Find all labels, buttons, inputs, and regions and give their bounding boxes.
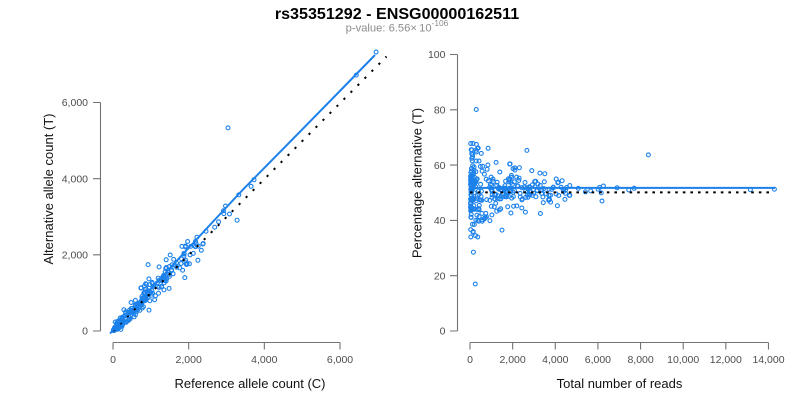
svg-text:6,000: 6,000 bbox=[585, 354, 611, 366]
svg-text:100: 100 bbox=[428, 49, 446, 61]
svg-text:10,000: 10,000 bbox=[667, 354, 699, 366]
svg-text:4,000: 4,000 bbox=[542, 354, 568, 366]
svg-text:2,000: 2,000 bbox=[499, 354, 525, 366]
svg-text:Percentage alternative (T): Percentage alternative (T) bbox=[410, 108, 425, 258]
svg-text:6,000: 6,000 bbox=[62, 97, 88, 109]
svg-text:0: 0 bbox=[467, 354, 473, 366]
svg-text:80: 80 bbox=[434, 105, 446, 117]
svg-text:4,000: 4,000 bbox=[62, 173, 88, 185]
svg-text:40: 40 bbox=[434, 215, 446, 227]
svg-text:rs35351292 - ENSG00000162511: rs35351292 - ENSG00000162511 bbox=[275, 5, 519, 23]
svg-text:2,000: 2,000 bbox=[176, 354, 202, 366]
svg-text:8,000: 8,000 bbox=[627, 354, 653, 366]
svg-text:p-value: 6.56× 10-106: p-value: 6.56× 10-106 bbox=[346, 18, 449, 34]
svg-text:60: 60 bbox=[434, 160, 446, 172]
svg-text:2,000: 2,000 bbox=[62, 250, 88, 262]
svg-text:4,000: 4,000 bbox=[251, 354, 277, 366]
svg-text:0: 0 bbox=[110, 354, 116, 366]
svg-text:14,000: 14,000 bbox=[752, 354, 784, 366]
svg-text:6,000: 6,000 bbox=[327, 354, 353, 366]
svg-text:Reference allele count (C): Reference allele count (C) bbox=[174, 376, 325, 391]
svg-text:Alternative allele count (T): Alternative allele count (T) bbox=[41, 113, 56, 264]
svg-text:12,000: 12,000 bbox=[710, 354, 742, 366]
svg-text:20: 20 bbox=[434, 270, 446, 282]
svg-text:0: 0 bbox=[440, 326, 446, 338]
svg-text:0: 0 bbox=[82, 326, 88, 338]
svg-text:Total number of reads: Total number of reads bbox=[557, 376, 683, 391]
